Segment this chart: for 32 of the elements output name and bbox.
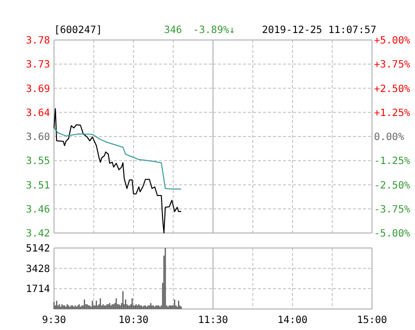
x-tick-label: 11:30 (198, 315, 228, 326)
y-tick-label: 3.60 (26, 132, 50, 143)
y-tick-label: 3.55 (26, 156, 50, 168)
x-tick-label: 15:00 (356, 315, 388, 326)
y2-tick-label: +2.50% (374, 84, 410, 95)
text: 346 (164, 25, 182, 36)
y-tick-label: 3.64 (26, 108, 50, 119)
line-series (54, 108, 182, 234)
y2-tick-label: 0.00% (374, 132, 404, 143)
y2-tick-label: -2.50% (374, 180, 410, 192)
x-tick-label: 10:30 (118, 315, 149, 326)
y-tick-label: 3.42 (26, 228, 50, 240)
y-tick-label: 3.73 (26, 60, 50, 71)
x-tick-label: 14:00 (277, 315, 308, 326)
y-tick-label: 1714 (26, 284, 50, 296)
y2-tick-label: -3.75% (374, 204, 410, 216)
line-series (54, 127, 182, 190)
text: 2019-12-25 11:07:57 (262, 25, 376, 36)
y-tick-label: 3428 (26, 264, 50, 275)
y-tick-label: 3.51 (26, 180, 50, 192)
y2-tick-label: +3.75% (374, 60, 410, 71)
y2-tick-label: -5.00% (374, 228, 410, 240)
y-tick-label: 3.46 (26, 204, 50, 216)
y2-tick-label: +5.00% (374, 36, 410, 46)
y-tick-label: 3.69 (26, 84, 50, 95)
y-tick-label: 5142 (26, 244, 50, 254)
y-tick-label: 3.78 (26, 36, 50, 46)
text: -3.89%↓ (193, 25, 236, 36)
y2-tick-label: +1.25% (374, 108, 410, 119)
y2-tick-label: -1.25% (374, 156, 410, 168)
x-tick-label: 9:30 (42, 315, 66, 326)
chart-title: [600247] (54, 25, 102, 36)
